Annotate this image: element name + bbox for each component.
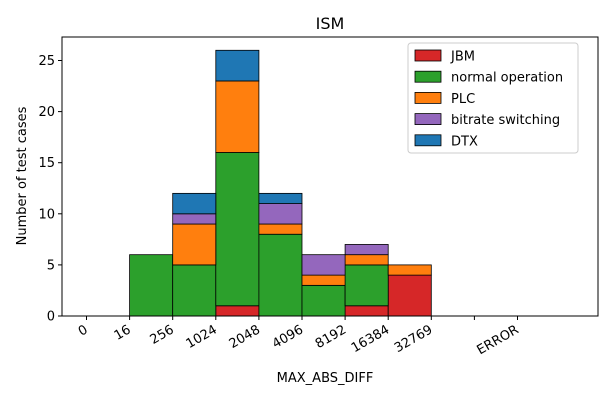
bar-normal-operation-bin-5	[301, 284, 346, 317]
bar-normal-operation-bin-4	[258, 233, 303, 317]
bar-bitrate-switching-bin-5	[301, 254, 346, 276]
plot-frame	[61, 36, 599, 317]
x-tick-label-1: 16	[112, 322, 134, 343]
legend-swatch-DTX	[414, 134, 442, 147]
bar-PLC-bin-3	[215, 80, 260, 153]
bar-PLC-bin-4	[258, 223, 303, 235]
y-axis-label: Number of test cases	[15, 106, 30, 245]
legend-label-DTX: DTX	[451, 134, 478, 149]
y-tick-label-20: 20	[38, 105, 55, 120]
y-tick-label-5: 5	[47, 258, 55, 273]
bar-normal-operation-bin-6	[344, 264, 389, 307]
bar-DTX-bin-4	[258, 192, 303, 204]
bar-PLC-bin-5	[301, 274, 346, 286]
chart-title: ISM	[316, 14, 345, 33]
x-tick-label-3: 1024	[184, 322, 220, 352]
legend-frame	[407, 42, 579, 154]
bar-JBM-bin-6	[344, 305, 389, 317]
legend-label-bitrate-switching: bitrate switching	[451, 113, 560, 128]
legend-swatch-JBM	[414, 49, 442, 62]
x-tick-label-0: 0	[76, 322, 91, 339]
legend: JBM normal operation PLC bitrate switching D…	[407, 42, 579, 154]
bar-bitrate-switching-bin-4	[258, 203, 303, 225]
bar-PLC-bin-6	[344, 254, 389, 266]
bar-normal-operation-bin-2	[172, 264, 217, 317]
x-tick-label-4: 2048	[227, 322, 263, 352]
bar-JBM-bin-7	[387, 274, 432, 317]
x-tick-label-7: 16384	[349, 322, 392, 356]
bar-DTX-bin-2	[172, 192, 217, 215]
legend-label-normal-operation: normal operation	[451, 71, 563, 86]
bar-bitrate-switching-bin-2	[172, 213, 217, 225]
x-axis: 0 16 256 1024 2048 4096 8192 16384 32769 ERROR	[76, 316, 522, 358]
y-axis: 0 5 10 15 20 25	[38, 54, 62, 325]
bar-PLC-bin-2	[172, 223, 217, 266]
y-tick-label-10: 10	[38, 207, 55, 222]
bars-group	[129, 49, 432, 317]
bar-bitrate-switching-bin-6	[344, 244, 389, 256]
y-tick-label-0: 0	[47, 310, 55, 325]
legend-swatch-normal-operation	[414, 70, 442, 83]
bar-PLC-bin-7	[387, 264, 432, 276]
bar-normal-operation-bin-3	[215, 152, 260, 307]
legend-swatch-bitrate-switching	[414, 113, 442, 125]
x-tick-label-8: 32769	[392, 322, 435, 356]
y-tick-label-25: 25	[38, 54, 55, 69]
x-tick-label-10: ERROR	[475, 322, 522, 358]
legend-label-PLC: PLC	[451, 92, 475, 107]
bar-normal-operation-bin-1	[129, 254, 174, 317]
bar-DTX-bin-3	[215, 49, 260, 82]
x-tick-label-2: 256	[148, 322, 177, 347]
x-tick-label-6: 8192	[313, 322, 349, 352]
y-tick-label-15: 15	[38, 156, 55, 171]
x-axis-label: MAX_ABS_DIFF	[277, 371, 374, 386]
bar-JBM-bin-3	[215, 305, 260, 317]
legend-swatch-PLC	[414, 92, 442, 104]
legend-label-JBM: JBM	[450, 50, 475, 65]
x-tick-label-5: 4096	[270, 322, 306, 352]
